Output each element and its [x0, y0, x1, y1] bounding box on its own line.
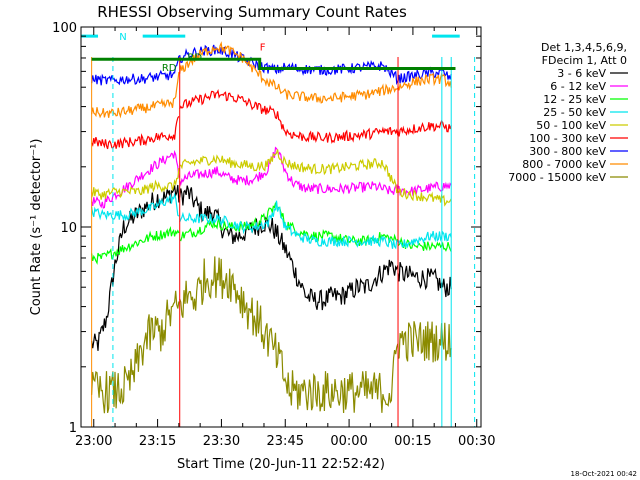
series-line-4-seg-0	[91, 168, 180, 200]
y-tick-label-0: 1	[69, 421, 77, 436]
series-6	[91, 44, 452, 86]
series-line-3-seg-1	[179, 200, 399, 250]
x-axis: 23:00 23:15 23:30 23:45 00:00 00:15 00:30	[75, 27, 495, 449]
series-line-8-seg-2	[397, 321, 452, 363]
series-line-7-seg-1	[179, 41, 399, 104]
series-layer	[91, 41, 452, 414]
x-tick-label-4: 00:00	[330, 434, 367, 449]
series-line-7-seg-2	[397, 72, 452, 91]
series-line-5-seg-2	[397, 119, 452, 137]
series-line-6-seg-0	[91, 55, 180, 86]
chart-title: RHESSI Observing Summary Count Rates	[97, 3, 407, 21]
series-2	[91, 201, 452, 265]
legend-header-line-2: FDecim 1, Att 0	[542, 54, 627, 67]
plot-frame	[80, 26, 482, 428]
legend-label-4: 50 - 100 keV	[536, 119, 606, 132]
footer-date: 18-Oct-2021 00:42	[571, 470, 637, 478]
legend-label-7: 800 - 7000 keV	[522, 158, 606, 171]
x-tick-label-2: 23:30	[203, 434, 240, 449]
series-line-5-seg-1	[179, 89, 399, 144]
x-tick-label-0: 23:00	[75, 434, 112, 449]
series-line-7-seg-0	[91, 71, 180, 119]
legend: Det 1,3,4,5,6,9, FDecim 1, Att 0 3 - 6 k…	[508, 41, 628, 184]
x-tick-label-5: 00:15	[394, 434, 431, 449]
series-line-2-seg-0	[91, 226, 180, 265]
series-line-0-seg-0	[91, 184, 180, 351]
series-4	[91, 149, 452, 207]
series-5	[91, 89, 452, 150]
x-axis-label: Start Time (20-Jun-11 22:52:42)	[177, 457, 385, 472]
overlay-layer: N RD RD F	[81, 32, 476, 427]
y-tick-label-1: 10	[60, 221, 77, 236]
annotation-2: RD	[187, 53, 202, 64]
x-tick-label-3: 23:45	[267, 434, 304, 449]
legend-header-line-1: Det 1,3,4,5,6,9,	[541, 41, 627, 54]
x-tick-label-6: 00:30	[458, 434, 495, 449]
annotation-3: F	[260, 42, 266, 53]
legend-label-5: 100 - 300 keV	[529, 132, 606, 145]
series-line-1-seg-2	[397, 181, 452, 198]
attenuator-line	[91, 57, 456, 70]
series-line-4-seg-1	[179, 149, 399, 194]
series-line-0-seg-1	[179, 185, 399, 311]
legend-label-8: 7000 - 15000 keV	[508, 171, 606, 184]
legend-label-1: 6 - 12 keV	[550, 80, 606, 93]
series-line-3-seg-0	[91, 192, 180, 222]
legend-label-6: 300 - 800 keV	[529, 145, 606, 158]
legend-label-3: 25 - 50 keV	[543, 106, 606, 119]
legend-label-2: 12 - 25 keV	[543, 93, 606, 106]
series-line-1-seg-1	[179, 146, 399, 195]
series-line-8-seg-1	[179, 256, 399, 414]
y-axis-label: Count Rate (s⁻¹ detector⁻¹)	[29, 139, 44, 316]
legend-label-0: 3 - 6 keV	[557, 67, 606, 80]
series-line-8-seg-0	[91, 290, 180, 414]
y-axis: 1 10 100	[52, 21, 481, 436]
annotation-1: RD	[162, 63, 177, 74]
x-tick-label-1: 23:15	[139, 434, 176, 449]
series-line-5-seg-0	[91, 115, 180, 150]
series-8	[91, 256, 452, 414]
series-line-0-seg-2	[397, 261, 452, 298]
annotation-0: N	[119, 32, 126, 43]
y-tick-label-2: 100	[52, 21, 77, 36]
series-line-1-seg-0	[91, 149, 180, 209]
series-line-2-seg-1	[179, 201, 399, 247]
